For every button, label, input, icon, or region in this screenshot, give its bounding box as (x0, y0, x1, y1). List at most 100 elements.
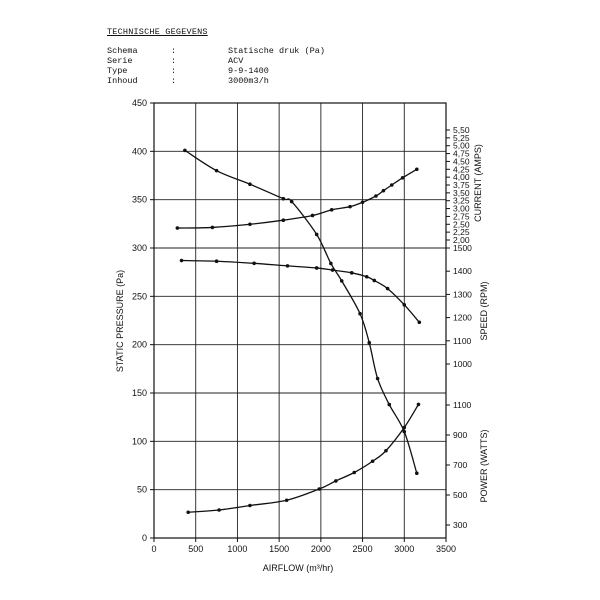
x-tick-label: 2500 (353, 544, 373, 554)
y-tick-label: 150 (132, 388, 147, 398)
y-tick-label: 50 (137, 485, 147, 495)
series-point-power (352, 470, 357, 475)
x-tick-label: 0 (151, 544, 156, 554)
series-point-static-pressure (415, 471, 419, 476)
series-point-current (415, 167, 419, 172)
series-point-static-pressure (367, 340, 372, 345)
series-point-power (384, 448, 388, 453)
series-point-current (175, 226, 180, 230)
current-tick-label: 5,00 (453, 141, 470, 151)
series-point-static-pressure (402, 429, 407, 434)
series-point-static-pressure (329, 261, 333, 266)
speed-tick-label: 1300 (453, 289, 472, 299)
current-tick-label: 2,00 (453, 235, 470, 245)
current-tick-label: 2,25 (453, 227, 470, 237)
current-tick-label: 3,75 (453, 180, 470, 190)
spec-key: Serie (107, 56, 133, 66)
x-tick-label: 3500 (436, 544, 456, 554)
sheet-title: TECHNISCHE GEGEVENS (107, 27, 208, 37)
series-point-speed (214, 259, 219, 264)
series-point-current (389, 183, 394, 187)
series-point-current (329, 208, 334, 212)
spec-sep: : (171, 76, 177, 86)
series-point-speed (314, 266, 319, 270)
current-tick-label: 4,25 (453, 164, 470, 174)
series-point-power (217, 508, 221, 512)
power-tick-label: 1100 (453, 400, 472, 410)
series-point-current (374, 194, 378, 198)
series-point-power (370, 459, 375, 464)
series-point-speed (330, 268, 335, 272)
current-tick-label: 5,50 (453, 125, 470, 135)
series-point-static-pressure (339, 279, 344, 283)
spec-value: ACV (228, 56, 244, 66)
x-tick-label: 1000 (227, 544, 247, 554)
axes: 0 500 1000 1500 2000 2500 3000 3500 0 50 100 150 200… (132, 98, 472, 554)
speed-tick-label: 1500 (453, 243, 472, 253)
current-tick-label: 2,75 (453, 211, 470, 221)
series-point-speed (417, 320, 422, 325)
spec-key: Inhoud (107, 76, 138, 86)
series-point-static-pressure (289, 199, 294, 204)
speed-tick-label: 1400 (453, 266, 472, 276)
current-tick-label: 4,00 (453, 172, 470, 182)
series-point-power (402, 425, 407, 430)
series-point-current (281, 218, 286, 222)
current-tick-label: 5,25 (453, 133, 470, 143)
speed-tick-label: 1000 (453, 359, 472, 369)
current-tick-label: 4,75 (453, 149, 470, 159)
series-point-speed (364, 274, 369, 279)
series-point-current (310, 213, 315, 218)
current-tick-label: 3,25 (453, 196, 470, 206)
series-line-speed (181, 259, 420, 323)
y-axis-label-current: CURRENT (AMPS) (473, 144, 483, 222)
series-point-static-pressure (248, 182, 252, 186)
series-point-static-pressure (214, 168, 219, 173)
y-tick-label: 250 (132, 291, 147, 301)
spec-value: Statische druk (Pa) (228, 46, 325, 56)
series-point-speed (252, 261, 256, 266)
series-line-current (177, 168, 418, 229)
series-point-static-pressure (358, 311, 362, 316)
power-tick-label: 700 (453, 460, 467, 470)
series-point-current (400, 175, 405, 180)
series-point-static-pressure (183, 148, 187, 153)
series-point-static-pressure (387, 402, 392, 407)
spec-sep: : (171, 46, 177, 56)
series-point-power (334, 479, 338, 483)
spec-sep: : (171, 56, 177, 66)
series-point-speed (285, 264, 290, 268)
current-tick-label: 3,50 (453, 188, 470, 198)
series-point-static-pressure (375, 376, 380, 381)
series-point-speed (402, 303, 407, 307)
series-point-speed (179, 258, 184, 263)
spec-value: 3000m3/h (228, 76, 269, 86)
spec-value: 9-9-1400 (228, 66, 269, 76)
grid (154, 103, 446, 538)
y-axis-label-left: STATIC PRESSURE (Pa) (115, 270, 125, 372)
y-tick-label: 400 (132, 146, 147, 156)
series-point-static-pressure (281, 196, 286, 201)
speed-tick-label: 1200 (453, 313, 472, 323)
series-point-speed (372, 278, 377, 283)
speed-tick-label: 1100 (453, 336, 472, 346)
series-point-current (210, 225, 215, 230)
plot-frame (153, 102, 447, 539)
series-point-power (317, 487, 321, 491)
series-line-static-pressure (184, 149, 418, 474)
series-point-power (284, 498, 289, 503)
series (175, 148, 422, 515)
series-point-speed (349, 271, 354, 275)
power-tick-label: 500 (453, 490, 467, 500)
current-tick-label: 3,00 (453, 204, 470, 214)
series-point-current (381, 188, 386, 193)
y-tick-label: 200 (132, 340, 147, 350)
series-point-current (360, 200, 365, 205)
series-point-power (186, 510, 191, 515)
series-point-power (416, 402, 421, 407)
series-point-speed (385, 286, 390, 291)
current-tick-label: 2,50 (453, 219, 470, 229)
y-axis-label-speed: SPEED (RPM) (479, 281, 489, 340)
series-point-current (348, 204, 352, 209)
